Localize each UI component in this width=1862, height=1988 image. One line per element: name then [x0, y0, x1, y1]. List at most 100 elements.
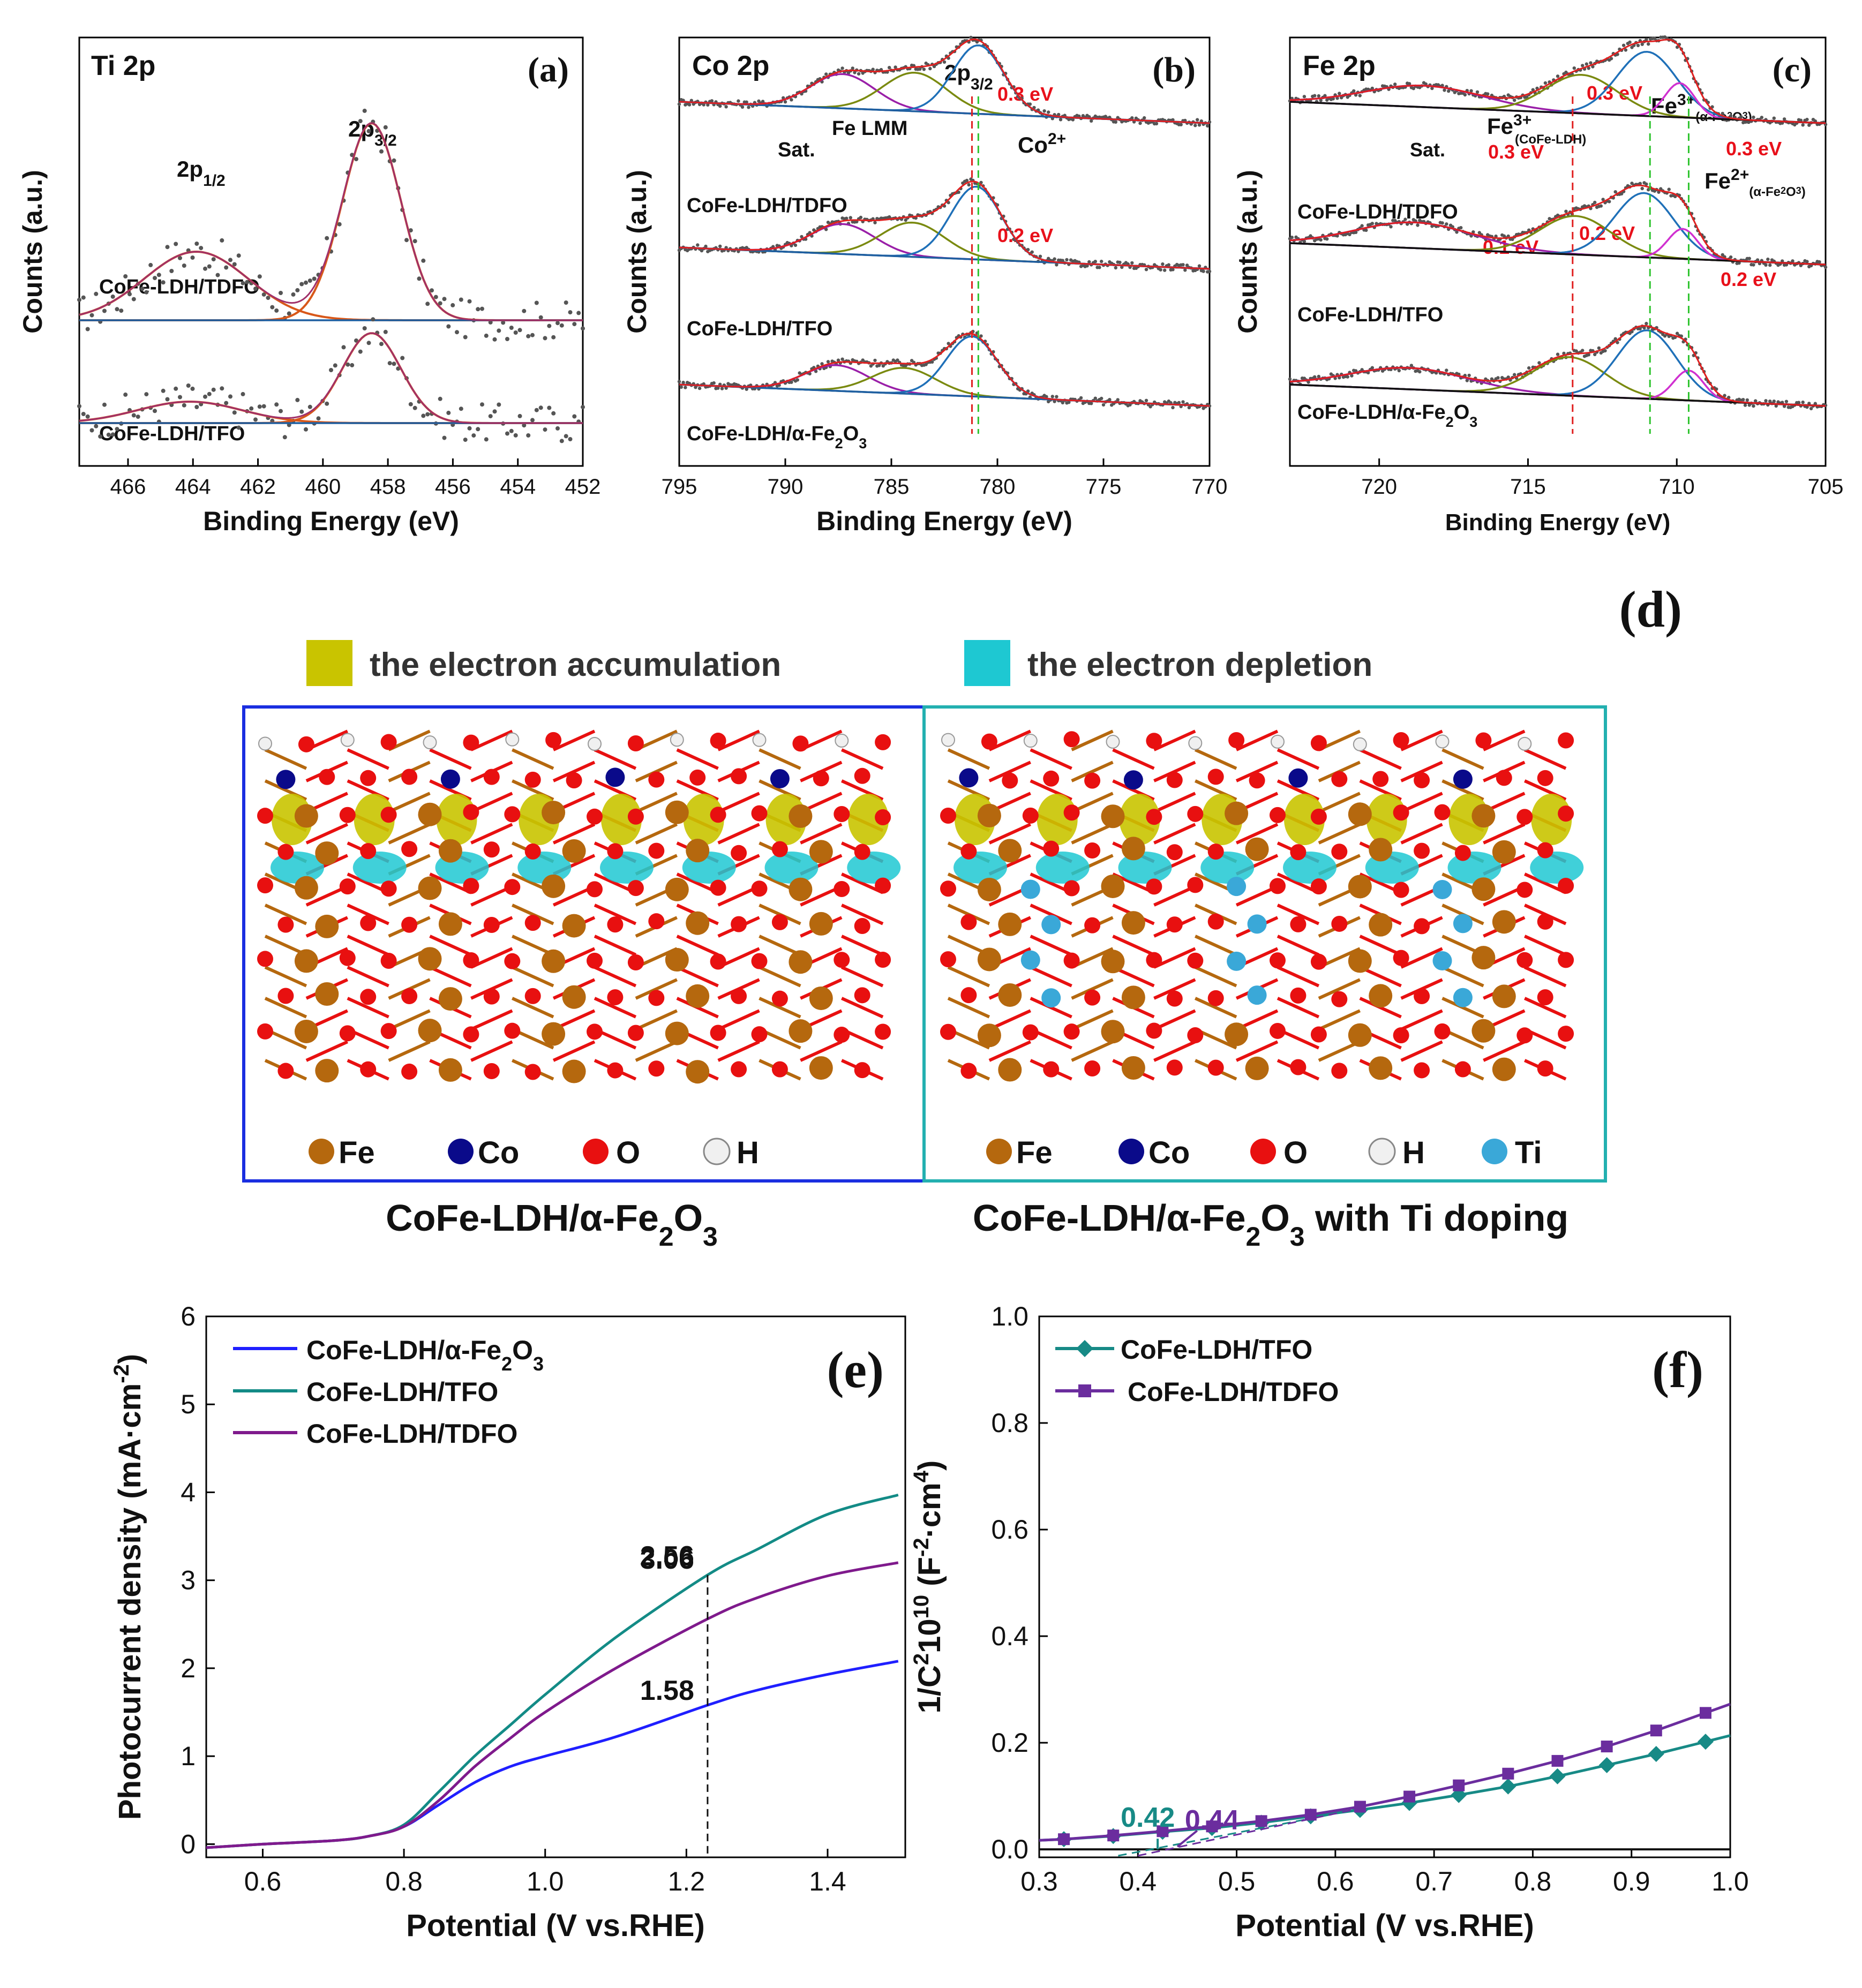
- bond: [470, 823, 513, 845]
- bond: [1277, 997, 1320, 1019]
- data-point: [1784, 400, 1789, 403]
- data-point: [1531, 88, 1535, 92]
- oxygen-atom: [648, 1060, 665, 1077]
- data-point: [228, 394, 232, 399]
- data-point-square: [1403, 1790, 1416, 1803]
- data-point: [1741, 398, 1745, 402]
- y-tick-label: 1.0: [991, 1301, 1028, 1331]
- bond: [717, 1040, 760, 1062]
- data-point: [1447, 89, 1451, 93]
- data-point: [279, 409, 283, 413]
- oxygen-atom: [401, 916, 418, 933]
- data-point: [1061, 401, 1065, 405]
- data-point: [325, 401, 329, 406]
- panel-f-label: (f): [1652, 1341, 1703, 1398]
- data-point: [1202, 269, 1205, 273]
- depletion-swatch: [964, 640, 1010, 686]
- oxygen-atom: [607, 916, 624, 933]
- oxygen-atom: [1249, 772, 1265, 789]
- data-point: [1197, 123, 1202, 127]
- data-point: [724, 105, 728, 109]
- data-point: [696, 243, 700, 247]
- structure-left: [257, 729, 901, 1084]
- data-point: [1407, 82, 1411, 86]
- data-point: [358, 349, 363, 354]
- iron-atom: [542, 1022, 566, 1046]
- data-point: [1624, 48, 1628, 52]
- accumulation-blob: [848, 794, 889, 845]
- data-point: [896, 358, 899, 362]
- accumulation-swatch: [306, 640, 352, 686]
- bond: [347, 966, 389, 988]
- data-point: [1098, 266, 1101, 269]
- iron-atom: [315, 914, 339, 938]
- bond: [388, 1040, 431, 1062]
- data-point: [1511, 237, 1514, 241]
- data-point: [463, 335, 468, 340]
- hydrogen-atom: [505, 732, 520, 747]
- oxygen-atom: [771, 914, 788, 930]
- data-point: [174, 242, 178, 246]
- panel-c-xlabel: Binding Energy (eV): [1445, 509, 1670, 536]
- data-point: [505, 337, 509, 341]
- data-point: [442, 435, 447, 440]
- h-atom-icon: [703, 1138, 731, 1165]
- cobalt-atom: [1288, 768, 1308, 788]
- fit-envelope: [679, 38, 1210, 124]
- data-point: [1101, 403, 1106, 407]
- data-point: [77, 297, 81, 302]
- data-point: [1737, 261, 1741, 265]
- data-point: [1367, 371, 1370, 375]
- oxygen-atom: [1310, 735, 1327, 751]
- data-point: [430, 288, 434, 293]
- iron-atom: [789, 950, 813, 974]
- oxygen-atom: [1146, 809, 1162, 825]
- data-point: [873, 221, 877, 224]
- bond: [1153, 792, 1196, 814]
- panel-a-frame: [78, 36, 584, 467]
- iron-atom: [998, 912, 1022, 936]
- data-point: [677, 102, 681, 106]
- data-point: [1774, 404, 1778, 408]
- data-point-square: [1206, 1820, 1218, 1833]
- oxygen-atom: [483, 916, 500, 933]
- data-point: [1755, 258, 1760, 262]
- x-tick-label: 710: [1659, 475, 1695, 499]
- data-point: [136, 415, 140, 419]
- oxygen-atom: [1496, 770, 1512, 786]
- value-annotation: 2.56: [640, 1541, 694, 1572]
- data-point: [131, 413, 136, 418]
- oxygen-atom: [1166, 1059, 1183, 1076]
- oxygen-atom: [1558, 732, 1574, 749]
- oxygen-atom: [1372, 771, 1389, 787]
- oxygen-atom: [813, 770, 829, 787]
- data-point: [1593, 200, 1597, 205]
- bond: [1195, 935, 1237, 957]
- data-point: [1723, 394, 1726, 397]
- data-point: [1556, 352, 1560, 356]
- fit-baseline: [1289, 383, 1826, 407]
- panel-b-shift-label: 0.3 eV: [997, 83, 1053, 105]
- data-point: [207, 264, 212, 269]
- panel-b-felmm-label: Fe LMM: [832, 117, 907, 140]
- data-point: [81, 412, 86, 416]
- data-point: [1171, 405, 1175, 410]
- y-tick-label: 1: [181, 1741, 196, 1771]
- data-point: [1768, 263, 1772, 267]
- hydrogen-atom: [1106, 734, 1120, 749]
- data-point: [888, 66, 891, 70]
- data-point: [859, 215, 863, 220]
- oxygen-atom: [380, 1023, 397, 1040]
- bond: [512, 903, 554, 925]
- x-tick-label: 0.4: [1120, 1866, 1157, 1896]
- data-point: [1609, 57, 1613, 61]
- fit-component-CoFe-LDH/TFO: [1289, 221, 1826, 266]
- oxygen-atom: [1022, 1024, 1039, 1041]
- bond: [1400, 1040, 1443, 1062]
- data-point: [745, 387, 748, 391]
- data-point: [706, 103, 710, 107]
- iron-atom: [1492, 984, 1516, 1008]
- bond: [841, 966, 884, 988]
- data-point: [1727, 395, 1731, 400]
- bond: [1195, 966, 1237, 988]
